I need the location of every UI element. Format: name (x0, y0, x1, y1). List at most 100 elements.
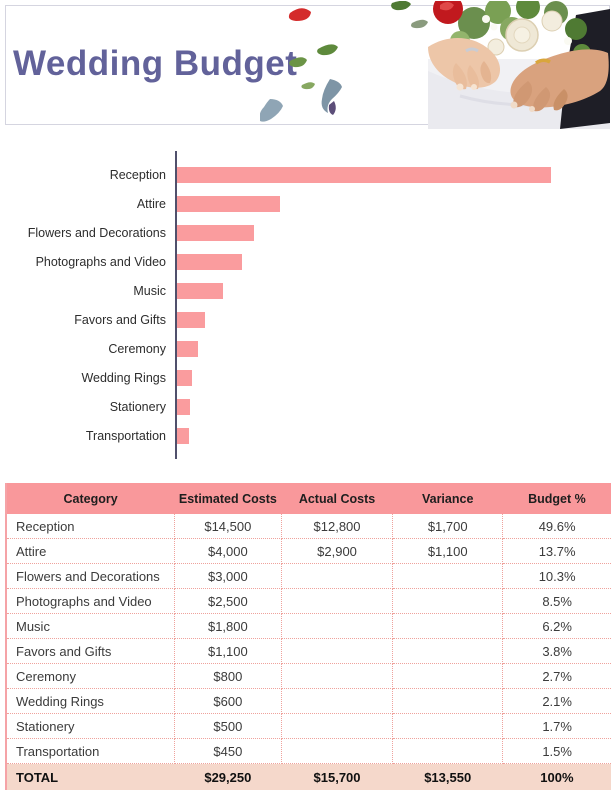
value-cell[interactable]: 6.2% (502, 613, 611, 639)
value-cell[interactable] (392, 563, 504, 589)
category-cell[interactable]: Music (6, 613, 175, 639)
chart-row: Wedding Rings (0, 363, 612, 392)
value-cell[interactable] (392, 613, 504, 639)
value-cell[interactable]: 13.7% (502, 538, 611, 564)
chart-row: Photographs and Video (0, 247, 612, 276)
table-row: Transportation $450 1.5% (6, 738, 611, 764)
category-cell[interactable]: Ceremony (6, 663, 175, 689)
value-cell[interactable]: $800 (174, 663, 282, 689)
chart-category-label: Photographs and Video (35, 254, 166, 269)
table-row: Stationery $500 1.7% (6, 713, 611, 739)
value-cell[interactable] (392, 738, 504, 764)
value-cell[interactable] (392, 588, 504, 614)
chart-row: Stationery (0, 392, 612, 421)
value-cell[interactable] (281, 613, 394, 639)
category-cell[interactable]: Reception (6, 514, 175, 539)
value-cell[interactable]: $600 (174, 688, 282, 714)
chart-plot-area (175, 276, 612, 305)
page-title: Wedding Budget (13, 44, 298, 83)
value-cell[interactable] (392, 638, 504, 664)
chart-bar (177, 398, 190, 415)
value-cell[interactable] (281, 738, 394, 764)
column-header-budget-[interactable]: Budget % (502, 483, 611, 514)
value-cell[interactable] (281, 638, 394, 664)
value-cell[interactable] (281, 713, 394, 739)
budget-bar-chart[interactable]: Reception Attire Flowers and Decorations Ph… (0, 151, 612, 459)
value-cell[interactable] (281, 563, 394, 589)
value-cell[interactable]: $2,900 (281, 538, 394, 564)
table-row: Wedding Rings $600 2.1% (6, 688, 611, 714)
value-cell[interactable]: 1.5% (502, 738, 611, 764)
value-cell[interactable] (281, 688, 394, 714)
value-cell[interactable]: 8.5% (502, 588, 611, 614)
category-cell[interactable]: Transportation (6, 738, 175, 764)
category-cell[interactable]: Stationery (6, 713, 175, 739)
chart-bar (177, 282, 224, 299)
category-cell[interactable]: Attire (6, 538, 175, 564)
value-cell[interactable]: $450 (174, 738, 282, 764)
total-value-cell[interactable]: 100% (502, 763, 611, 790)
header-banner: Wedding Budget (5, 1, 610, 129)
value-cell[interactable] (392, 663, 504, 689)
column-header-variance[interactable]: Variance (392, 483, 503, 514)
chart-category-label: Transportation (85, 428, 166, 443)
wedding-photo-and-petals-decoration (260, 1, 610, 129)
chart-row: Reception (0, 160, 612, 189)
chart-category-label: Favors and Gifts (74, 312, 166, 327)
chart-row: Attire (0, 189, 612, 218)
value-cell[interactable]: 1.7% (502, 713, 611, 739)
value-cell[interactable] (392, 688, 504, 714)
value-cell[interactable] (392, 713, 504, 739)
value-cell[interactable]: $500 (174, 713, 282, 739)
total-value-cell[interactable]: $29,250 (174, 763, 282, 790)
table-row: Favors and Gifts $1,100 3.8% (6, 638, 611, 664)
category-cell[interactable]: Flowers and Decorations (6, 563, 175, 589)
chart-bar (177, 340, 198, 357)
value-cell[interactable]: $12,800 (281, 514, 394, 539)
total-value-cell[interactable]: $15,700 (281, 763, 393, 790)
total-value-cell[interactable]: $13,550 (392, 763, 503, 790)
value-cell[interactable]: $4,000 (174, 538, 282, 564)
value-cell[interactable]: 10.3% (502, 563, 611, 589)
value-cell[interactable]: 2.1% (502, 688, 611, 714)
chart-category-label: Music (133, 283, 166, 298)
table-row: Attire $4,000 $2,900 $1,100 13.7% (6, 538, 611, 564)
value-cell[interactable]: $3,000 (174, 563, 282, 589)
value-cell[interactable]: $1,100 (392, 538, 504, 564)
value-cell[interactable]: $1,800 (174, 613, 282, 639)
category-cell[interactable]: Favors and Gifts (6, 638, 175, 664)
chart-plot-area (175, 218, 612, 247)
total-label-cell[interactable]: TOTAL (6, 763, 175, 790)
chart-plot-area (175, 189, 612, 218)
value-cell[interactable] (281, 663, 394, 689)
value-cell[interactable]: $1,700 (392, 514, 504, 539)
table-total-row: TOTAL $29,250 $15,700 $13,550 100% (6, 763, 611, 790)
column-header-category[interactable]: Category (6, 483, 175, 514)
category-cell[interactable]: Wedding Rings (6, 688, 175, 714)
value-cell[interactable]: 2.7% (502, 663, 611, 689)
chart-row: Ceremony (0, 334, 612, 363)
chart-plot-area (175, 247, 612, 276)
column-header-estimated-costs[interactable]: Estimated Costs (174, 483, 282, 514)
value-cell[interactable]: 49.6% (502, 514, 611, 539)
chart-category-label: Reception (109, 167, 166, 182)
category-cell[interactable]: Photographs and Video (6, 588, 175, 614)
falling-petals-icon (260, 1, 428, 122)
value-cell[interactable]: 3.8% (502, 638, 611, 664)
chart-plot-area (175, 421, 612, 450)
column-header-actual-costs[interactable]: Actual Costs (281, 483, 393, 514)
value-cell[interactable]: $1,100 (174, 638, 282, 664)
value-cell[interactable]: $2,500 (174, 588, 282, 614)
value-cell[interactable]: $14,500 (174, 514, 282, 539)
value-cell[interactable] (281, 588, 394, 614)
chart-bar (177, 224, 255, 241)
chart-axis-pad (0, 151, 612, 160)
budget-table-section: Category Estimated Costs Actual Costs Varia… (5, 483, 611, 790)
chart-bar (177, 166, 552, 183)
table-row: Ceremony $800 2.7% (6, 663, 611, 689)
chart-plot-area (175, 305, 612, 334)
chart-plot-area (175, 363, 612, 392)
table-row: Flowers and Decorations $3,000 10.3% (6, 563, 611, 589)
chart-row: Flowers and Decorations (0, 218, 612, 247)
